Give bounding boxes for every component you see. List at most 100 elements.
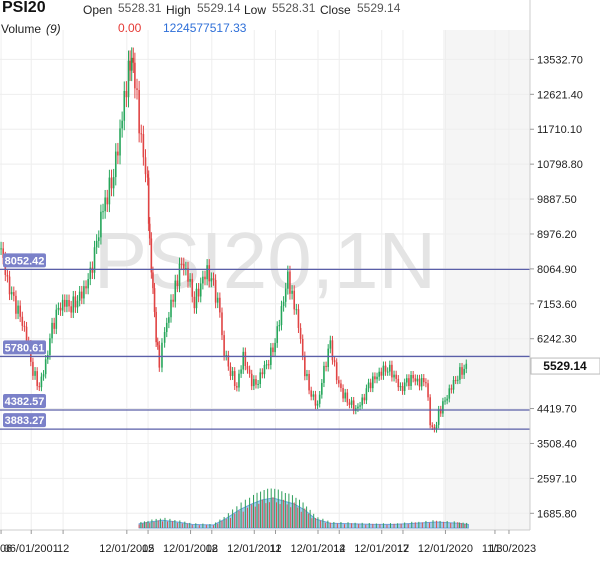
candle-body: [284, 288, 287, 302]
candle-body: [250, 373, 253, 387]
candle-body: [374, 376, 376, 380]
close-label: Close: [320, 3, 351, 17]
candle-body: [142, 134, 145, 158]
watermark: PSI20,1N: [94, 216, 436, 305]
candle-body: [36, 371, 38, 387]
candle-body: [176, 280, 179, 287]
close-value: 5529.14: [357, 1, 401, 15]
candle-body: [276, 326, 279, 343]
candle-body: [399, 386, 402, 388]
candle-body: [448, 388, 451, 399]
candle-body: [454, 380, 457, 382]
candle-body: [83, 286, 85, 299]
candle-body: [219, 297, 221, 313]
candle-body: [427, 383, 429, 398]
candle-body: [185, 267, 187, 270]
candle-body: [263, 364, 266, 375]
candle-body: [85, 286, 87, 289]
future-area: [443, 30, 530, 530]
candle-body: [155, 311, 157, 343]
x-tick-label: 06: [0, 543, 12, 555]
candle-body: [172, 299, 174, 302]
candle-body: [197, 288, 200, 297]
candle-body: [435, 424, 438, 430]
x-tick-label: 12: [57, 543, 69, 555]
candle-body: [240, 369, 242, 374]
x-tick-label: 12: [206, 543, 218, 555]
candle-body: [372, 376, 374, 389]
candle-body: [425, 382, 427, 384]
candle-body: [66, 300, 68, 307]
candle-body: [236, 386, 238, 388]
candle-body: [140, 133, 143, 135]
candle-body: [422, 377, 425, 383]
candle-body: [297, 309, 300, 328]
candle-body: [403, 382, 406, 392]
candle-body: [225, 355, 228, 357]
candle-body: [152, 272, 154, 289]
candle-body: [393, 374, 395, 378]
candle-body: [74, 296, 77, 308]
candle-body: [248, 369, 251, 374]
candle-body: [53, 322, 55, 329]
candle-body: [333, 360, 336, 363]
x-tick-label: 12: [333, 543, 345, 555]
x-tick-label: 12/01/2008: [163, 543, 218, 555]
open-label: Open: [83, 3, 113, 17]
candle-body: [405, 378, 408, 383]
candle-body: [44, 359, 47, 375]
x-tick-label: 11/30/2023: [482, 543, 536, 555]
candle-body: [134, 62, 136, 89]
candle-body: [257, 383, 259, 385]
x-tick-label: 12/01/2005: [99, 543, 154, 555]
candle-body: [199, 283, 202, 297]
candle-body: [19, 305, 21, 317]
candle-body: [23, 325, 26, 327]
candle-body: [174, 280, 177, 302]
candle-body: [114, 151, 117, 178]
candle-body: [293, 290, 296, 310]
candle-body: [221, 312, 223, 336]
candle-body: [299, 327, 302, 339]
level-tag: [3, 253, 46, 268]
candle-body: [327, 348, 329, 368]
candle-body: [193, 296, 196, 309]
candle-body: [17, 305, 19, 314]
candle-body: [321, 382, 323, 395]
candle-body: [68, 300, 70, 307]
y-tick-label: 10798.80: [537, 159, 583, 171]
candle-body: [367, 382, 370, 389]
candle-body: [378, 371, 380, 377]
candle-body: [408, 378, 410, 386]
candle-body: [272, 347, 274, 353]
candle-body: [295, 309, 298, 311]
candle-body: [59, 307, 62, 311]
candle-body: [57, 307, 60, 310]
candle-body: [308, 373, 310, 391]
candle-body: [261, 372, 264, 375]
candle-body: [318, 394, 321, 404]
candle-body: [338, 380, 340, 384]
candle-body: [287, 271, 289, 289]
candle-body: [49, 338, 51, 355]
candle-body: [150, 238, 153, 273]
candle-body: [291, 290, 293, 294]
level-label: 4382.57: [5, 396, 45, 408]
candle-body: [147, 177, 150, 224]
candle-body: [182, 263, 185, 270]
low-value: 5528.31: [272, 1, 316, 15]
symbol-label: PSI20: [2, 0, 46, 16]
candle-body: [132, 57, 135, 63]
candle-body: [119, 128, 121, 156]
candle-body: [95, 240, 98, 248]
candle-body: [456, 379, 459, 381]
candle-body: [342, 388, 344, 399]
candle-body: [46, 354, 49, 360]
level-label: 5780.61: [5, 342, 45, 354]
candle-body: [32, 361, 34, 376]
candle-body: [401, 386, 404, 392]
y-tick-label: 8976.20: [537, 229, 577, 241]
candle-body: [312, 394, 315, 397]
candle-body: [110, 177, 113, 189]
